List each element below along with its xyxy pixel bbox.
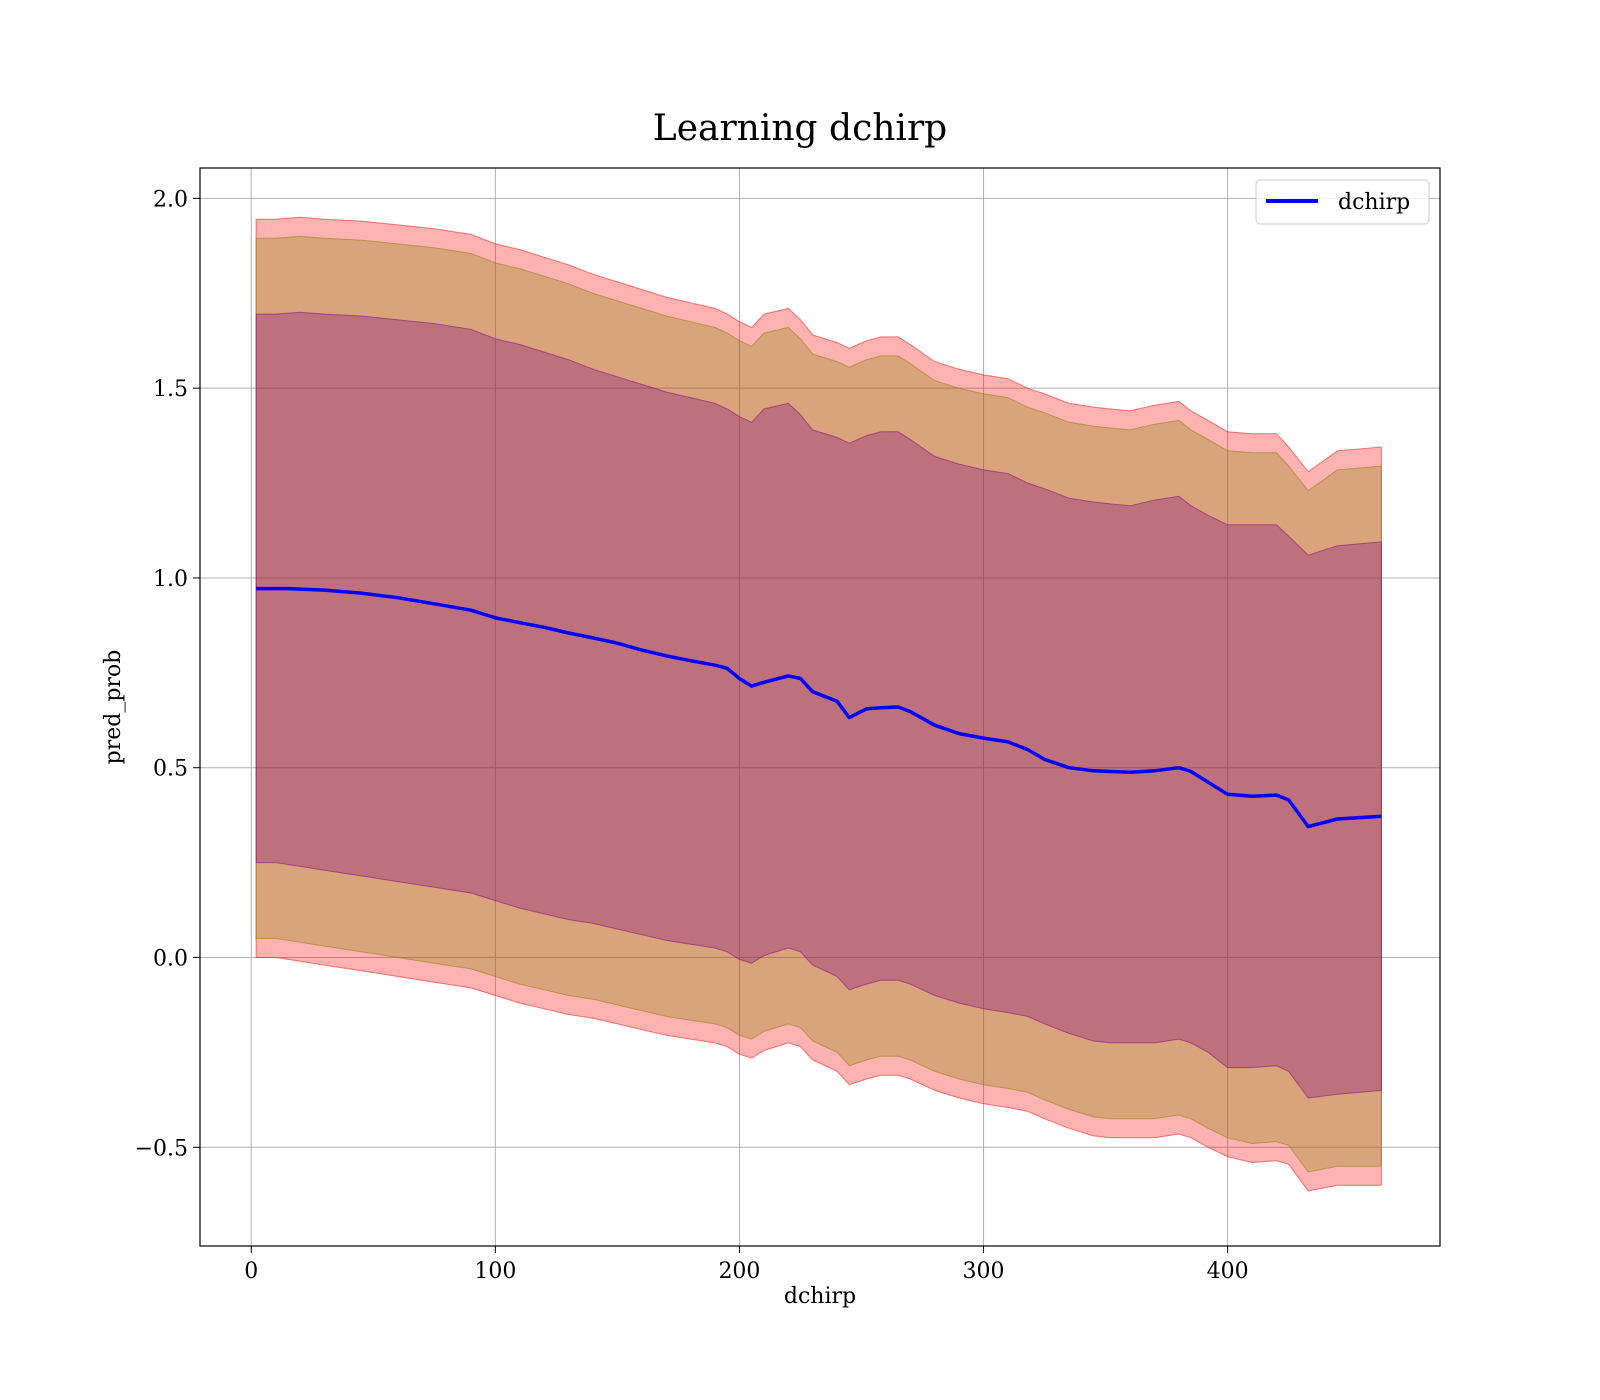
tick-layer: 0 100 200 300 400 −0.5 0.0 0.5 1.0 1.5 2.0: [135, 187, 1249, 1284]
legend-box: [1255, 179, 1430, 225]
x-tick-label: 0: [244, 1259, 258, 1284]
series-layer: [256, 586, 1382, 829]
legend-label-dchirp: dchirp: [1338, 190, 1410, 215]
y-tick-label: 1.0: [153, 567, 188, 592]
y-tick-label: 1.5: [153, 377, 188, 402]
y-axis-label: pred_prob: [101, 650, 126, 765]
band-layer: [255, 216, 1382, 1192]
chart-title: Learning dchirp: [653, 108, 947, 149]
plot-frame: [199, 167, 1441, 1247]
y-tick-label: 2.0: [153, 187, 188, 212]
confidence-band-1: [255, 216, 1382, 1192]
confidence-band-3: [255, 311, 1382, 1099]
x-tick-label: 100: [474, 1259, 516, 1284]
x-tick-label: 400: [1207, 1259, 1249, 1284]
y-tick-label: −0.5: [135, 1136, 188, 1161]
y-tick-label: 0.0: [153, 947, 188, 972]
x-tick-label: 300: [963, 1259, 1005, 1284]
grid-layer: [200, 168, 1440, 1246]
confidence-band-2: [255, 235, 1382, 1173]
x-axis-label: dchirp: [784, 1284, 856, 1309]
x-tick-label: 200: [718, 1259, 760, 1284]
series-line-dchirp: [256, 586, 1382, 829]
y-tick-label: 0.5: [153, 757, 188, 782]
legend: dchirp: [1255, 179, 1430, 225]
